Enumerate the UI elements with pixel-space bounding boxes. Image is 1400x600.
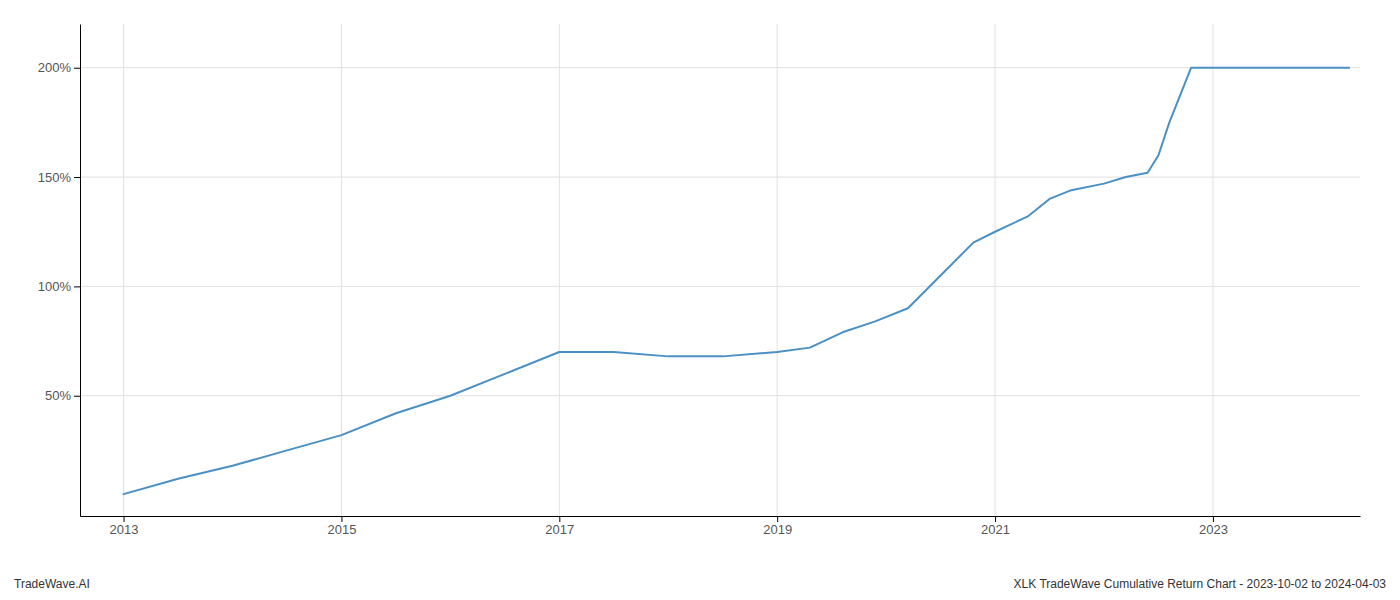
y-tick-label: 50% [45,388,71,403]
grid-line [80,177,1360,178]
x-tick: 2017 [545,516,574,537]
x-tick-mark [124,516,125,522]
x-tick-label: 2015 [327,522,356,537]
line [124,68,1350,494]
grid-line [80,67,1360,68]
y-tick-mark [74,177,80,178]
y-tick-label: 150% [38,170,72,185]
x-tick: 2021 [981,516,1010,537]
y-axis: 50% 100% 150% 200% [38,25,81,517]
x-tick-label: 2019 [763,522,792,537]
x-tick-mark [995,516,996,522]
y-tick-label: 200% [38,60,72,75]
x-tick-mark [777,516,778,522]
y-tick: 100% [38,279,80,294]
y-axis-line [80,25,81,517]
x-tick: 2013 [110,516,139,537]
y-tick-mark [74,68,80,69]
grid-line [777,24,778,516]
chart: 2013 2015 2017 2019 2021 2023 50% 100% 150% 200% T… [0,0,1400,600]
x-tick: 2019 [763,516,792,537]
grid-line [559,24,560,516]
y-tick: 50% [45,388,80,403]
x-tick: 2015 [327,516,356,537]
grid-line [341,24,342,516]
x-tick-label: 2013 [110,522,139,537]
grid-line [80,286,1360,287]
y-tick-label: 100% [38,279,72,294]
x-axis: 2013 2015 2017 2019 2021 2023 [81,516,1361,537]
x-tick-label: 2021 [981,522,1010,537]
footer-right: XLK TradeWave Cumulative Return Chart - … [1014,577,1387,591]
x-tick: 2023 [1199,516,1228,537]
y-tick-mark [74,286,80,287]
x-tick-mark [1213,516,1214,522]
x-tick-label: 2017 [545,522,574,537]
x-tick-mark [559,516,560,522]
footer-left: TradeWave.AI [14,577,90,591]
grid-line [1212,24,1213,516]
grid-line [123,24,124,516]
x-tick-mark [341,516,342,522]
grid-line [995,24,996,516]
y-tick-mark [74,396,80,397]
grid [80,24,1360,516]
plot-area [124,68,1350,494]
x-tick-label: 2023 [1199,522,1228,537]
y-tick: 200% [38,60,80,75]
grid-line [80,395,1360,396]
x-axis-line [81,516,1361,517]
y-tick: 150% [38,170,80,185]
